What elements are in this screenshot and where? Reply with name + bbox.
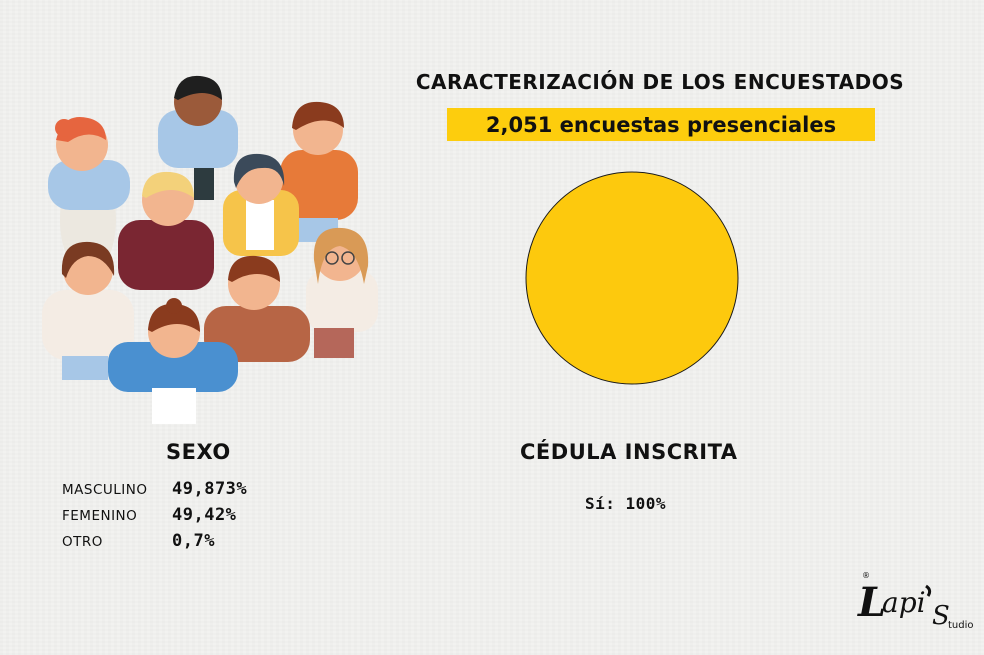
person-figure: [108, 298, 238, 424]
person-figure: [280, 101, 358, 242]
cedula-title: CÉDULA INSCRITA: [520, 440, 738, 464]
page-title: CARACTERIZACIÓN DE LOS ENCUESTADOS: [415, 70, 905, 94]
crowd-of-people-illustration: [42, 75, 378, 424]
subtitle-text: 2,051 encuestas presenciales: [485, 112, 837, 137]
pie-slice-s-: [525, 171, 739, 385]
stat-label: FEMENINO: [62, 508, 138, 524]
person-figure: [158, 75, 238, 200]
svg-text:®: ®: [862, 571, 870, 580]
person-figure: [223, 153, 299, 256]
cedula-value-label: Sí: 100%: [585, 494, 667, 513]
person-figure: [306, 227, 378, 358]
stat-row-masculino: MASCULINO 49,873%: [62, 478, 322, 504]
stat-label: MASCULINO: [62, 482, 148, 498]
svg-text:api: api: [882, 586, 926, 619]
person-figure: [48, 116, 130, 275]
sexo-stats: MASCULINO 49,873% FEMENINO 49,42% OTRO 0…: [62, 478, 322, 556]
sexo-title: SEXO: [166, 440, 231, 464]
cedula-pie-chart: [525, 171, 739, 385]
subtitle-banner: 2,051 encuestas presenciales: [447, 108, 875, 141]
stat-value: 0,7%: [172, 531, 215, 551]
svg-text:S: S: [932, 601, 950, 631]
stat-value: 49,873%: [172, 479, 248, 499]
stat-row-otro: OTRO 0,7%: [62, 530, 322, 556]
svg-text:tudio: tudio: [948, 620, 974, 631]
lapis-studio-logo: ® L api S tudio: [857, 571, 974, 631]
person-figure: [118, 171, 214, 290]
person-figure: [42, 241, 134, 380]
stat-row-femenino: FEMENINO 49,42%: [62, 504, 322, 530]
stat-value: 49,42%: [172, 505, 237, 525]
stat-label: OTRO: [62, 534, 103, 550]
svg-text:L: L: [857, 579, 886, 626]
